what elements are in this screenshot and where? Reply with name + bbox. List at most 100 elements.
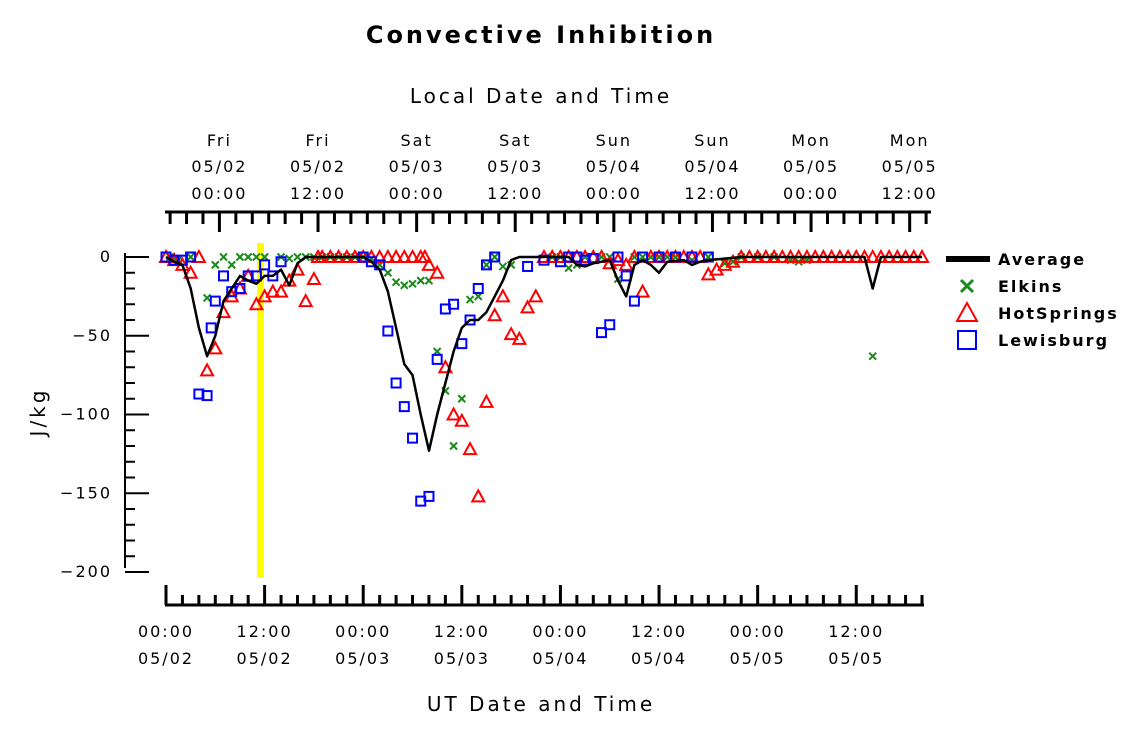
lewisburg-point [185,251,197,263]
hotsprings-point [511,330,528,345]
hotsprings-point [380,248,396,263]
lewisburg-point [205,322,217,334]
bottom-tick-time: 00:00 [138,622,194,641]
lewisburg-point [480,259,492,271]
lewisburg-point [522,260,534,272]
lewisburg-point [489,251,501,263]
elkins-point [432,347,442,356]
bottom-tick-date: 05/05 [730,649,786,668]
top-tick-time: 12:00 [684,184,740,203]
hotsprings-point [417,248,433,263]
top-tick-date: 05/03 [487,157,543,176]
series-lewisburg [160,251,714,507]
top-tick-day: Sat [499,131,531,150]
top-tick-time: 00:00 [191,184,247,203]
y-tick-label: 0 [100,247,112,266]
lewisburg-point [234,283,246,294]
top-tick-day: Mon [890,131,930,150]
top-tick-date: 05/03 [389,157,445,176]
lewisburg-point [382,325,394,337]
top-tick-date: 05/02 [191,157,247,176]
legend-hotsprings-swatch [955,300,979,322]
lewisburg-point [612,251,624,263]
hotsprings-point [519,299,536,314]
lewisburg-point [686,251,698,263]
elkins-point [638,252,647,262]
top-tick-day: Mon [791,131,831,150]
elkins-point [482,260,491,270]
lewisburg-point [398,401,410,413]
lewisburg-point [259,259,271,271]
elkins-point [465,295,475,304]
y-tick-label: −200 [60,562,112,581]
hotsprings-point [207,340,223,355]
lewisburg-point [472,283,484,294]
top-tick-time: 12:00 [487,184,543,203]
top-tick-date: 05/05 [783,157,839,176]
elkins-point [408,279,417,288]
lewisburg-point [218,270,230,282]
elkins-point [219,252,228,262]
hotsprings-point [199,362,215,377]
hotsprings-point [503,326,519,341]
hotsprings-point [610,252,626,267]
top-tick-date: 05/05 [882,157,938,176]
elkins-point [235,252,245,262]
lewisburg-point [653,251,665,263]
lewisburg-point [390,377,402,389]
legend-label-hotsprings: HotSprings [998,304,1119,323]
hotsprings-point [462,441,478,456]
hotsprings-point [404,248,421,263]
lewisburg-point [250,270,262,282]
elkins-point [400,281,409,290]
elkins-point [227,260,236,270]
lewisburg-point [620,270,632,282]
top-tick-day: Sun [694,131,730,150]
bottom-tick-date: 05/02 [237,649,293,668]
bottom-tick-date: 05/03 [434,649,490,668]
bottom-tick-time: 12:00 [631,622,687,641]
series-hotsprings [158,248,930,503]
hotsprings-point [634,283,651,298]
lewisburg-point [604,319,616,331]
data-layer [158,248,930,507]
lewisburg-point [275,256,287,268]
bottom-tick-date: 05/03 [335,649,391,668]
elkins-point [186,252,195,262]
average-line [165,255,922,452]
elkins-point [490,252,499,262]
top-axis-title: Local Date and Time [410,84,672,108]
hotsprings-point [470,488,486,503]
top-tick-time: 00:00 [783,184,839,203]
hotsprings-point [454,412,470,427]
elkins-point [285,254,294,263]
hotsprings-point [421,256,437,271]
hotsprings-point [388,248,404,263]
bottom-tick-time: 12:00 [434,622,490,641]
hotsprings-point [865,248,881,263]
elkins-point [383,268,393,277]
top-tick-time: 12:00 [882,184,938,203]
elkins-point [449,441,458,451]
bottom-tick-date: 05/04 [532,649,588,668]
legend-label-elkins: Elkins [998,277,1063,296]
hotsprings-point [248,296,265,311]
hotsprings-point [478,393,495,408]
y-axis-title: J/kg [26,388,50,439]
hotsprings-point [445,406,462,421]
top-tick-day: Fri [305,131,330,150]
top-tick-day: Sun [596,131,632,150]
series-elkins [165,252,877,451]
lewisburg-point [201,390,213,402]
top-tick-date: 05/02 [290,157,346,176]
y-tick-label: −50 [72,326,112,345]
axes: 0 −50 −100 −150 −200 Fri 05/02 00:00 Fri 05/02 12:… [60,131,938,668]
bottom-tick-date: 05/05 [828,649,884,668]
lewisburg-point [448,298,460,310]
hotsprings-point [495,288,511,303]
bottom-tick-time: 12:00 [828,622,884,641]
top-tick-time: 00:00 [586,184,642,203]
legend-label-average: Average [998,250,1086,269]
bottom-tick-date: 05/04 [631,649,687,668]
